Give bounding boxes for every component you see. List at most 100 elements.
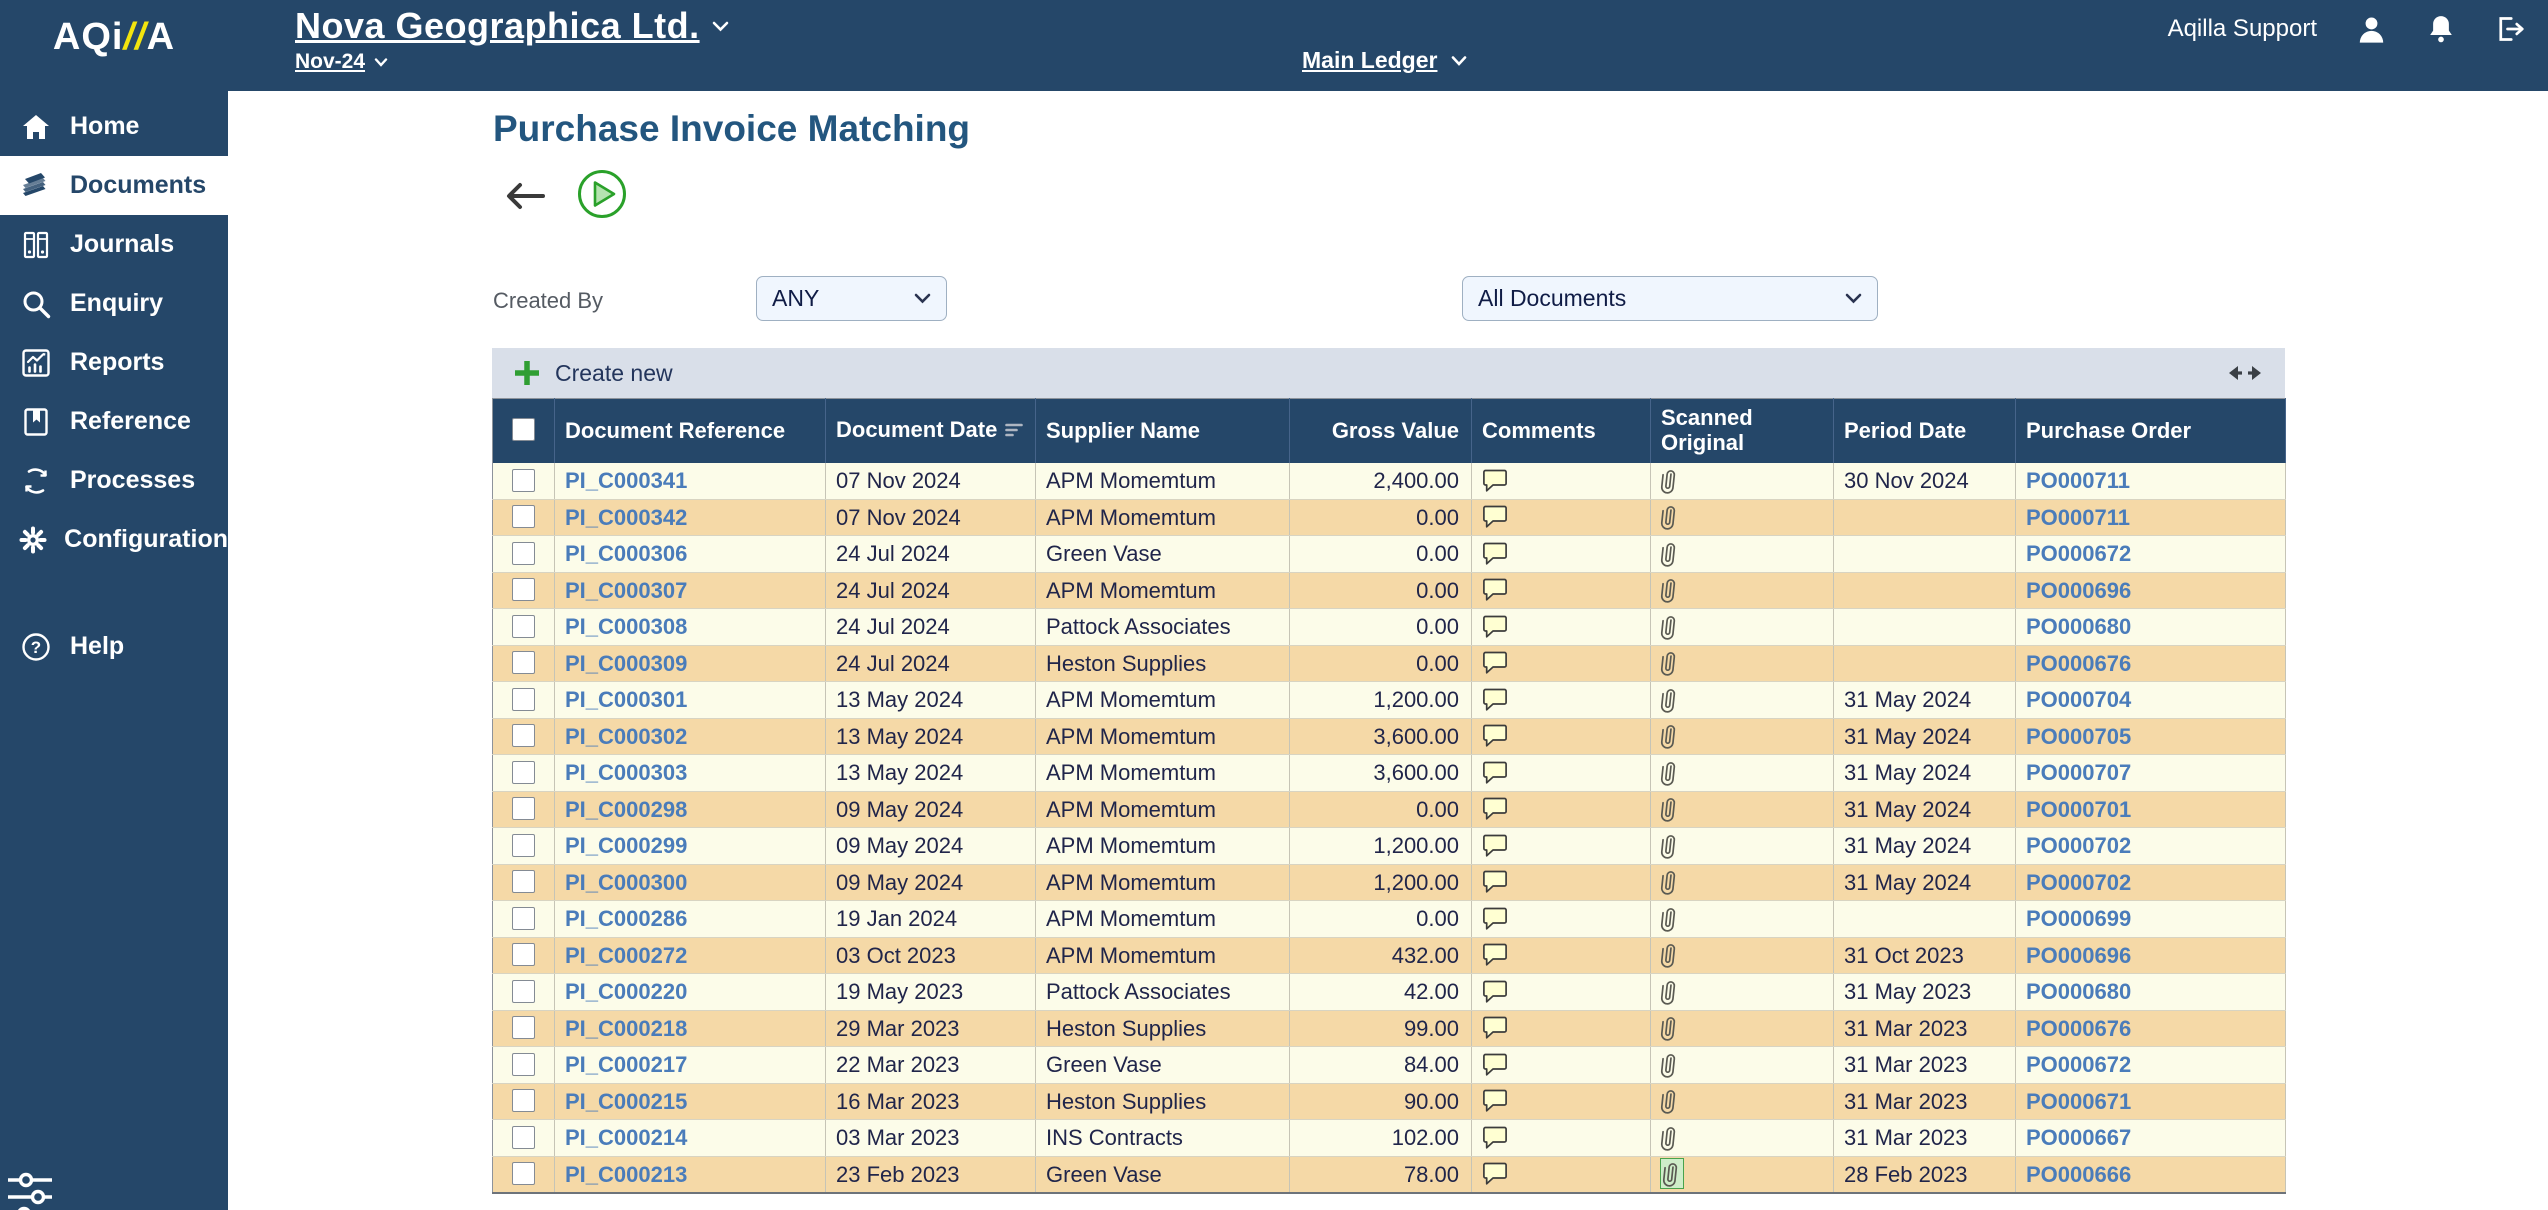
sidebar-item-help[interactable]: ? Help	[0, 617, 228, 676]
create-new-button[interactable]: Create new	[506, 357, 679, 389]
comment-icon[interactable]	[1482, 541, 1508, 566]
comment-icon[interactable]	[1482, 906, 1508, 931]
column-header-scanned-original[interactable]: Scanned Original	[1651, 399, 1834, 464]
column-header-gross-value[interactable]: Gross Value	[1290, 399, 1472, 464]
run-play-button[interactable]	[576, 168, 628, 220]
comment-icon[interactable]	[1482, 1125, 1508, 1150]
comment-icon[interactable]	[1482, 979, 1508, 1004]
comment-icon[interactable]	[1482, 614, 1508, 639]
document-reference-link[interactable]: PI_C000218	[565, 1016, 687, 1041]
sidebar-item-reports[interactable]: Reports	[0, 333, 228, 392]
document-reference-link[interactable]: PI_C000217	[565, 1052, 687, 1077]
column-header-period-date[interactable]: Period Date	[1834, 399, 2016, 464]
purchase-order-link[interactable]: PO000701	[2026, 797, 2131, 822]
row-checkbox[interactable]	[512, 1162, 535, 1185]
document-reference-link[interactable]: PI_C000272	[565, 943, 687, 968]
paperclip-icon[interactable]	[1661, 867, 1679, 896]
paperclip-icon[interactable]	[1661, 648, 1679, 677]
filter-sliders-icon[interactable]	[6, 1164, 58, 1210]
ledger-selector[interactable]: Main Ledger	[1302, 47, 1467, 74]
row-checkbox[interactable]	[512, 943, 535, 966]
column-header-document-reference[interactable]: Document Reference	[555, 399, 826, 464]
comment-icon[interactable]	[1482, 1015, 1508, 1040]
comment-icon[interactable]	[1482, 833, 1508, 858]
paperclip-icon[interactable]	[1661, 466, 1679, 495]
document-reference-link[interactable]: PI_C000220	[565, 979, 687, 1004]
document-reference-link[interactable]: PI_C000342	[565, 505, 687, 530]
document-reference-link[interactable]: PI_C000300	[565, 870, 687, 895]
document-reference-link[interactable]: PI_C000302	[565, 724, 687, 749]
purchase-order-link[interactable]: PO000680	[2026, 614, 2131, 639]
document-reference-link[interactable]: PI_C000214	[565, 1125, 687, 1150]
row-checkbox[interactable]	[512, 578, 535, 601]
row-checkbox[interactable]	[512, 615, 535, 638]
row-checkbox[interactable]	[512, 1126, 535, 1149]
purchase-order-link[interactable]: PO000705	[2026, 724, 2131, 749]
purchase-order-link[interactable]: PO000696	[2026, 943, 2131, 968]
paperclip-icon[interactable]	[1661, 612, 1679, 641]
document-reference-link[interactable]: PI_C000215	[565, 1089, 687, 1114]
row-checkbox[interactable]	[512, 651, 535, 674]
document-reference-link[interactable]: PI_C000306	[565, 541, 687, 566]
document-reference-link[interactable]: PI_C000213	[565, 1162, 687, 1187]
paperclip-icon[interactable]	[1661, 1123, 1679, 1152]
paperclip-icon[interactable]	[1661, 502, 1679, 531]
document-reference-link[interactable]: PI_C000341	[565, 468, 687, 493]
select-all-checkbox[interactable]	[512, 418, 535, 441]
comment-icon[interactable]	[1482, 504, 1508, 529]
comment-icon[interactable]	[1482, 942, 1508, 967]
purchase-order-link[interactable]: PO000702	[2026, 833, 2131, 858]
purchase-order-link[interactable]: PO000711	[2026, 505, 2130, 530]
paperclip-icon[interactable]	[1661, 685, 1679, 714]
paperclip-icon[interactable]	[1661, 721, 1679, 750]
sidebar-item-journals[interactable]: Journals	[0, 215, 228, 274]
purchase-order-link[interactable]: PO000676	[2026, 1016, 2131, 1041]
comment-icon[interactable]	[1482, 1088, 1508, 1113]
purchase-order-link[interactable]: PO000696	[2026, 578, 2131, 603]
column-header-supplier-name[interactable]: Supplier Name	[1036, 399, 1290, 464]
document-reference-link[interactable]: PI_C000299	[565, 833, 687, 858]
comment-icon[interactable]	[1482, 1161, 1508, 1186]
comment-icon[interactable]	[1482, 760, 1508, 785]
comment-icon[interactable]	[1482, 687, 1508, 712]
row-checkbox[interactable]	[512, 505, 535, 528]
document-reference-link[interactable]: PI_C000298	[565, 797, 687, 822]
paperclip-icon[interactable]	[1661, 904, 1679, 933]
comment-icon[interactable]	[1482, 869, 1508, 894]
paperclip-icon[interactable]	[1661, 794, 1679, 823]
logout-icon[interactable]	[2494, 13, 2526, 45]
paperclip-icon[interactable]	[1661, 1159, 1683, 1188]
paperclip-icon[interactable]	[1661, 1013, 1679, 1042]
column-header-purchase-order[interactable]: Purchase Order	[2016, 399, 2286, 464]
purchase-order-link[interactable]: PO000672	[2026, 1052, 2131, 1077]
paperclip-icon[interactable]	[1661, 977, 1679, 1006]
created-by-select[interactable]: ANY	[756, 276, 947, 321]
document-reference-link[interactable]: PI_C000309	[565, 651, 687, 676]
row-checkbox[interactable]	[512, 1089, 535, 1112]
document-reference-link[interactable]: PI_C000307	[565, 578, 687, 603]
row-checkbox[interactable]	[512, 1053, 535, 1076]
row-checkbox[interactable]	[512, 688, 535, 711]
purchase-order-link[interactable]: PO000667	[2026, 1125, 2131, 1150]
company-selector[interactable]: Nova Geographica Ltd.	[295, 5, 729, 47]
row-checkbox[interactable]	[512, 980, 535, 1003]
paperclip-icon[interactable]	[1661, 1050, 1679, 1079]
purchase-order-link[interactable]: PO000671	[2026, 1089, 2131, 1114]
column-header-comments[interactable]: Comments	[1472, 399, 1651, 464]
row-checkbox[interactable]	[512, 797, 535, 820]
paperclip-icon[interactable]	[1661, 1086, 1679, 1115]
sidebar-item-reference[interactable]: Reference	[0, 392, 228, 451]
row-checkbox[interactable]	[512, 542, 535, 565]
comment-icon[interactable]	[1482, 723, 1508, 748]
purchase-order-link[interactable]: PO000672	[2026, 541, 2131, 566]
paperclip-icon[interactable]	[1661, 575, 1679, 604]
row-checkbox[interactable]	[512, 469, 535, 492]
comment-icon[interactable]	[1482, 650, 1508, 675]
paperclip-icon[interactable]	[1661, 758, 1679, 787]
sidebar-item-documents[interactable]: Documents	[0, 156, 228, 215]
expand-width-icon[interactable]	[2227, 364, 2263, 382]
sidebar-item-processes[interactable]: Processes	[0, 451, 228, 510]
purchase-order-link[interactable]: PO000699	[2026, 906, 2131, 931]
row-checkbox[interactable]	[512, 834, 535, 857]
sidebar-item-home[interactable]: Home	[0, 97, 228, 156]
